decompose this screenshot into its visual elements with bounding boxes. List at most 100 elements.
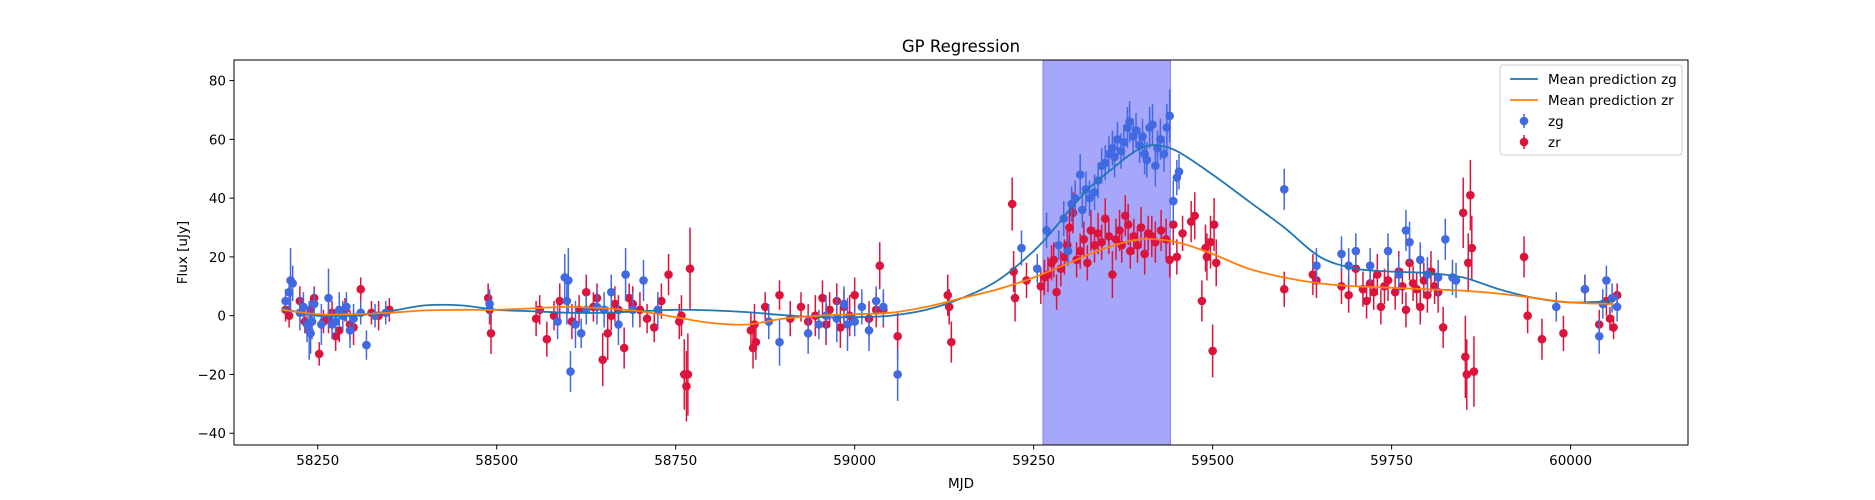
zg-point bbox=[1054, 230, 1064, 260]
zr-marker bbox=[1537, 334, 1547, 344]
zr-point bbox=[1108, 251, 1117, 299]
zr-marker bbox=[1519, 252, 1529, 262]
zr-point bbox=[1007, 177, 1017, 231]
legend: Mean prediction zg Mean prediction zr zg zr bbox=[1499, 64, 1683, 156]
zr-point bbox=[944, 289, 954, 325]
zg-marker bbox=[1108, 143, 1117, 153]
zg-point bbox=[324, 268, 333, 328]
zr-point bbox=[1100, 198, 1110, 240]
zr-point bbox=[1165, 242, 1174, 278]
zr-point bbox=[356, 277, 366, 301]
zg-points-layer bbox=[281, 89, 1622, 401]
x-axis-ticks: 58250 58500 58750 59000 59250 59500 59750 60000 bbox=[296, 445, 1592, 469]
zr-marker bbox=[1093, 229, 1103, 238]
zg-marker bbox=[1279, 185, 1289, 194]
zr-point bbox=[760, 292, 770, 322]
zg-point bbox=[857, 289, 867, 325]
zg-marker bbox=[1078, 205, 1087, 215]
zg-point bbox=[621, 248, 630, 301]
zg-point bbox=[1078, 192, 1087, 228]
zg-marker bbox=[362, 340, 371, 350]
zr-point bbox=[1178, 215, 1187, 252]
zg-point bbox=[1602, 265, 1611, 296]
zg-marker bbox=[1054, 240, 1064, 250]
zr-point bbox=[1209, 198, 1219, 252]
zr-point bbox=[683, 333, 693, 416]
zg-point bbox=[485, 289, 494, 319]
zr-point bbox=[1052, 274, 1061, 310]
zr-point bbox=[1079, 221, 1089, 257]
zr-marker bbox=[1100, 214, 1110, 224]
legend-entry: Mean prediction zr bbox=[1510, 93, 1674, 109]
zg-point bbox=[1351, 233, 1361, 269]
zg-marker bbox=[1401, 226, 1411, 235]
zr-marker bbox=[314, 349, 324, 359]
zg-marker bbox=[1165, 111, 1174, 121]
zr-point bbox=[1519, 236, 1529, 278]
zr-point bbox=[818, 280, 827, 316]
zg-marker bbox=[288, 279, 298, 288]
zr-marker bbox=[944, 302, 954, 312]
zr-marker bbox=[1172, 252, 1182, 262]
zr-point bbox=[775, 280, 784, 310]
zr-marker bbox=[1605, 314, 1615, 323]
zg-marker bbox=[1113, 135, 1122, 144]
zr-marker bbox=[1401, 305, 1411, 315]
zr-marker bbox=[486, 329, 496, 338]
zr-point bbox=[751, 324, 761, 360]
zg-point bbox=[362, 330, 371, 360]
zr-marker bbox=[542, 334, 552, 344]
zr-marker bbox=[664, 270, 673, 279]
zr-marker bbox=[1010, 293, 1020, 303]
zr-marker bbox=[649, 323, 659, 332]
legend-entry: zr bbox=[1519, 135, 1561, 151]
zg-point bbox=[317, 303, 326, 346]
zg-marker bbox=[345, 326, 355, 335]
x-axis-label: MJD bbox=[948, 476, 974, 492]
zr-point bbox=[1140, 233, 1149, 275]
zr-point bbox=[1401, 292, 1411, 328]
zr-marker bbox=[1126, 246, 1135, 256]
axes-frame bbox=[233, 59, 1689, 446]
zg-marker bbox=[553, 317, 562, 326]
zr-point bbox=[1156, 209, 1166, 252]
zg-point bbox=[803, 312, 813, 354]
zg-marker bbox=[1580, 284, 1590, 294]
zg-point bbox=[299, 292, 308, 322]
zg-point bbox=[1174, 154, 1184, 190]
zg-marker bbox=[576, 329, 586, 338]
zr-marker bbox=[1423, 290, 1432, 300]
zr-marker bbox=[603, 329, 613, 338]
zg-point bbox=[564, 248, 573, 313]
zr-point bbox=[1197, 280, 1207, 322]
zr-point bbox=[1372, 253, 1382, 296]
zr-point bbox=[1462, 339, 1472, 410]
zr-marker bbox=[1090, 240, 1099, 250]
zr-marker bbox=[1079, 234, 1089, 244]
legend-marker-swatch bbox=[1519, 137, 1529, 147]
legend-items: Mean prediction zg Mean prediction zr zg zr bbox=[1510, 72, 1677, 151]
zr-marker bbox=[875, 261, 885, 271]
zr-point bbox=[1523, 298, 1532, 334]
zr-point bbox=[619, 327, 629, 369]
zr-marker bbox=[1156, 226, 1166, 235]
zr-point bbox=[542, 321, 552, 357]
legend-box bbox=[1499, 64, 1683, 156]
zg-point bbox=[1612, 292, 1622, 322]
zg-marker bbox=[281, 296, 290, 306]
zg-marker bbox=[1383, 246, 1393, 256]
zr-point bbox=[649, 312, 659, 343]
zr-marker bbox=[1462, 370, 1472, 379]
zg-marker bbox=[1148, 120, 1157, 129]
zg-marker bbox=[1131, 126, 1141, 135]
zr-point bbox=[850, 277, 859, 313]
zg-marker bbox=[1594, 331, 1604, 341]
zr-marker bbox=[1206, 237, 1215, 247]
zr-point bbox=[1208, 324, 1217, 378]
y-axis-ticks: −40 −20 0 20 40 60 80 bbox=[198, 74, 234, 442]
legend-label: Mean prediction zr bbox=[1548, 93, 1674, 109]
x-tick-label: 58250 bbox=[296, 453, 339, 469]
zg-point bbox=[1551, 292, 1561, 322]
zg-marker bbox=[1159, 149, 1169, 159]
zr-point bbox=[657, 283, 666, 319]
